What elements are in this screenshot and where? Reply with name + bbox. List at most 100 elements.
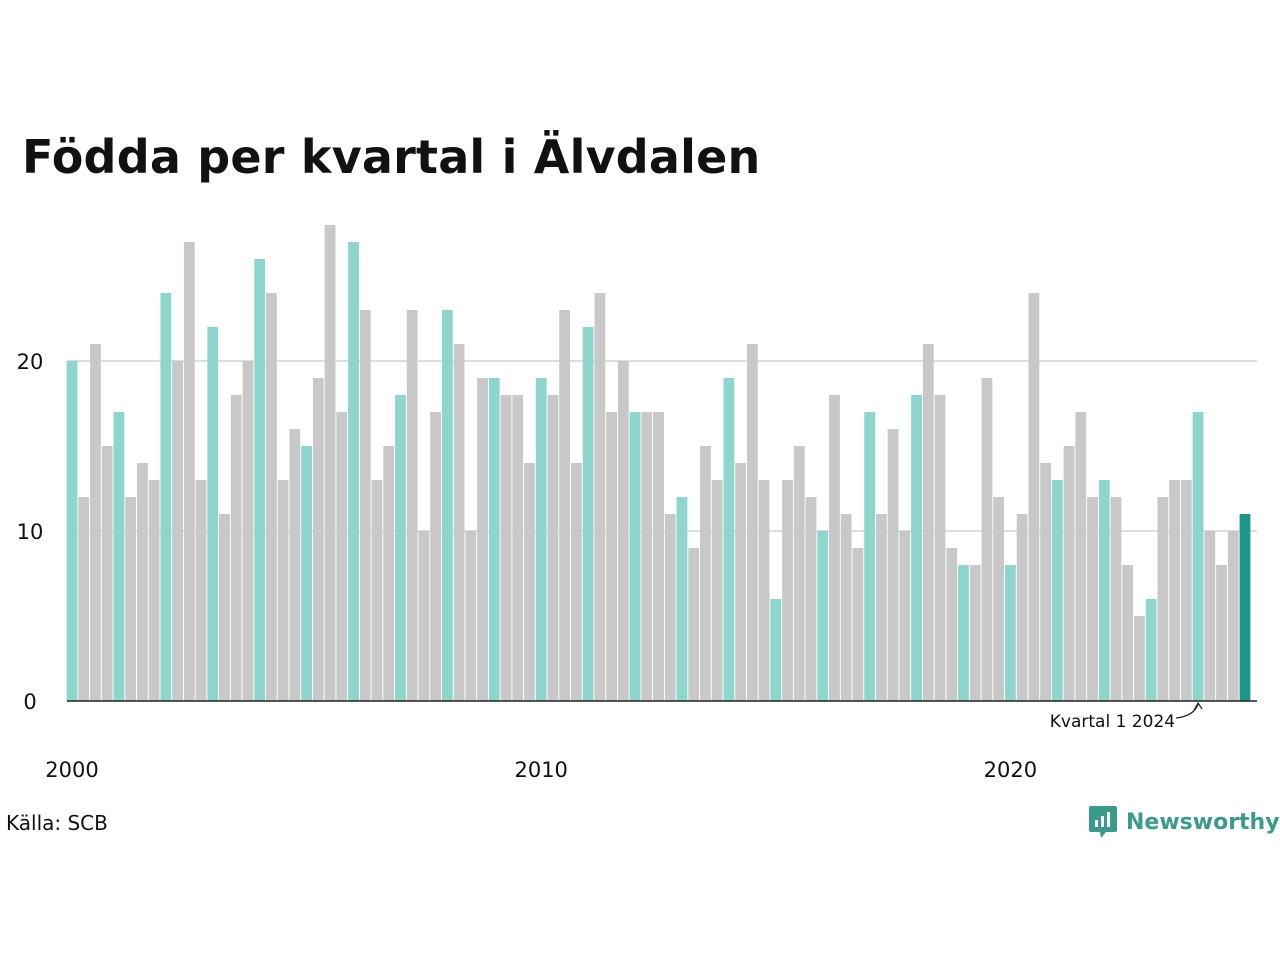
bar bbox=[242, 361, 254, 701]
x-tick-label: 2020 bbox=[984, 758, 1037, 782]
bar bbox=[277, 480, 289, 701]
bar bbox=[488, 378, 500, 701]
bar-chart: 0 10 20 2000 2010 2020 Kvartal 1 2024 bbox=[17, 225, 1257, 782]
bar bbox=[101, 446, 113, 701]
annotation: Kvartal 1 2024 bbox=[1050, 701, 1203, 732]
bar bbox=[289, 429, 301, 701]
bar bbox=[1157, 497, 1169, 701]
bar bbox=[817, 531, 829, 701]
bar bbox=[183, 242, 195, 701]
brand-name: Newsworthy bbox=[1126, 809, 1280, 835]
bar bbox=[359, 310, 371, 701]
newsworthy-logo-icon bbox=[1089, 806, 1117, 838]
bar bbox=[301, 446, 312, 701]
bar bbox=[981, 378, 993, 701]
bar bbox=[864, 412, 876, 701]
bar bbox=[78, 497, 90, 701]
bar bbox=[453, 344, 465, 701]
bar bbox=[418, 531, 430, 701]
bar bbox=[664, 514, 676, 701]
bar bbox=[266, 293, 277, 701]
bar bbox=[1239, 514, 1251, 701]
bar bbox=[160, 293, 172, 701]
bar bbox=[688, 548, 700, 701]
bar bbox=[899, 531, 911, 701]
bar bbox=[441, 310, 453, 701]
bar bbox=[606, 412, 617, 701]
axes: 0 10 20 2000 2010 2020 bbox=[17, 350, 1257, 782]
bar bbox=[676, 497, 688, 701]
bar bbox=[254, 259, 266, 701]
bar bbox=[148, 480, 160, 701]
bar bbox=[946, 548, 958, 701]
bar bbox=[524, 463, 535, 701]
bar bbox=[324, 225, 336, 701]
bar bbox=[969, 565, 981, 701]
bar bbox=[1110, 497, 1122, 701]
bar bbox=[852, 548, 864, 701]
annotation-arrowhead bbox=[1193, 701, 1203, 711]
brand-logo[interactable]: Newsworthy bbox=[1088, 804, 1280, 840]
bar bbox=[336, 412, 348, 701]
bar bbox=[90, 344, 101, 701]
bar bbox=[219, 514, 230, 701]
bar bbox=[1075, 412, 1087, 701]
bar bbox=[1216, 565, 1227, 701]
bar bbox=[570, 463, 582, 701]
bar bbox=[1169, 480, 1181, 701]
bar bbox=[629, 412, 641, 701]
source-note: Källa: SCB bbox=[6, 811, 108, 835]
x-tick-label: 2000 bbox=[45, 758, 98, 782]
bar bbox=[934, 395, 946, 701]
bar bbox=[922, 344, 934, 701]
bar bbox=[1192, 412, 1204, 701]
bar bbox=[1204, 531, 1216, 701]
bar bbox=[582, 327, 594, 701]
bar bbox=[911, 395, 922, 701]
bar bbox=[371, 480, 383, 701]
bar bbox=[653, 412, 664, 701]
y-tick-label: 20 bbox=[17, 350, 44, 374]
bar bbox=[172, 361, 183, 701]
annotation-label: Kvartal 1 2024 bbox=[1050, 712, 1175, 732]
bar bbox=[1005, 565, 1016, 701]
bar bbox=[875, 514, 887, 701]
bar bbox=[829, 395, 840, 701]
bar bbox=[1016, 514, 1028, 701]
y-tick-label: 0 bbox=[23, 690, 36, 714]
bar bbox=[887, 429, 899, 701]
bar bbox=[477, 378, 488, 701]
bar bbox=[125, 497, 137, 701]
bar bbox=[735, 463, 747, 701]
bars bbox=[66, 225, 1251, 701]
bar bbox=[1180, 480, 1192, 701]
bar bbox=[1227, 531, 1239, 701]
bar bbox=[348, 242, 359, 701]
annotation-arrow bbox=[1176, 703, 1199, 719]
bar bbox=[1028, 293, 1040, 701]
bar bbox=[207, 327, 219, 701]
bar bbox=[700, 446, 711, 701]
bar bbox=[993, 497, 1005, 701]
bar bbox=[958, 565, 969, 701]
bar bbox=[758, 480, 770, 701]
bar bbox=[805, 497, 817, 701]
bar bbox=[312, 378, 324, 701]
bar bbox=[1134, 616, 1145, 701]
bar bbox=[617, 361, 629, 701]
bar bbox=[559, 310, 571, 701]
bar bbox=[770, 599, 782, 701]
bar bbox=[746, 344, 758, 701]
bar bbox=[406, 310, 418, 701]
bar bbox=[1040, 463, 1051, 701]
bar bbox=[535, 378, 547, 701]
bar bbox=[641, 412, 653, 701]
bar bbox=[782, 480, 793, 701]
bar bbox=[1063, 446, 1075, 701]
bar bbox=[1051, 480, 1063, 701]
bar bbox=[594, 293, 606, 701]
bar bbox=[113, 412, 125, 701]
bar bbox=[723, 378, 735, 701]
bar bbox=[711, 480, 723, 701]
bar bbox=[547, 395, 559, 701]
